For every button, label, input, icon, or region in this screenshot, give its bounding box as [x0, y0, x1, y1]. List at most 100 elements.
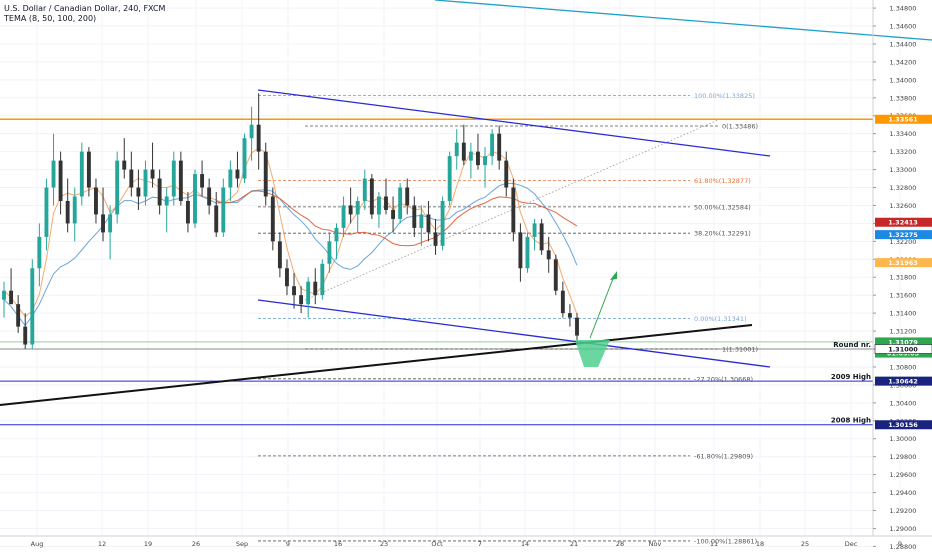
candle-body [193, 174, 197, 224]
time-tick-label: Oct [431, 540, 443, 548]
candle-body [412, 205, 417, 228]
candle-body [58, 160, 63, 201]
candle-body [79, 151, 84, 197]
candle-body [539, 223, 544, 251]
price-tag-label: 1.32413 [888, 219, 918, 227]
projection-arrow[interactable] [589, 275, 615, 339]
price-tag[interactable] [875, 258, 932, 268]
candle-body [575, 317, 579, 336]
candle-body [200, 174, 205, 188]
candle-body [235, 169, 240, 179]
symbol-title[interactable]: U.S. Dollar / Canadian Dollar, 240, FXCM [4, 4, 166, 13]
price-tag[interactable] [875, 337, 932, 347]
candle-body [263, 151, 268, 197]
candle-body [178, 160, 183, 201]
candle-body [228, 169, 233, 188]
time-tick-label: 11 [710, 540, 718, 548]
fibonacci-label: 38.20%(1.32291) [694, 230, 751, 238]
moving-average-line [3, 182, 578, 327]
channel-lower-line[interactable] [257, 299, 771, 368]
price-tag-label: 1.30642 [888, 378, 918, 386]
price-tag[interactable] [874, 344, 932, 354]
candle-body [398, 187, 403, 219]
candle-body [9, 290, 14, 305]
price-tick-label: 1.32800 [890, 184, 917, 192]
moving-average-line [216, 190, 578, 247]
candle-body [136, 187, 141, 197]
candle-body [476, 151, 480, 166]
candle-body [433, 232, 438, 246]
price-tick-label: 1.34200 [890, 58, 917, 66]
price-tag-label: 1.33561 [888, 116, 918, 124]
fibonacci-label: 1(1.31001) [722, 345, 758, 353]
moving-averages [3, 147, 578, 327]
candle-body [369, 178, 374, 215]
candle-body [2, 290, 6, 300]
time-tick-label: 18 [756, 540, 764, 548]
time-tick-label: 23 [380, 540, 388, 548]
price-tick-label: 1.34600 [890, 23, 917, 31]
time-tick-label: Aug [31, 540, 44, 548]
candle-body [122, 160, 127, 170]
candle-body [518, 232, 523, 269]
time-tick-label: 28 [616, 540, 624, 548]
uptrend-line[interactable] [0, 324, 753, 406]
long-term-trendline[interactable] [434, 0, 932, 41]
price-tick-label: 1.29000 [890, 525, 917, 533]
price-tick-label: 1.29600 [890, 471, 917, 479]
drawing-tools [0, 0, 932, 542]
price-tick-label: 1.30800 [890, 363, 917, 371]
price-tag-label: 1.31079 [888, 338, 918, 346]
fibonacci-label: 61.80%(1.32877) [694, 177, 751, 185]
candle-body [483, 156, 487, 166]
channel-upper-line[interactable] [257, 89, 771, 157]
price-tag[interactable] [875, 230, 932, 240]
candle-body [51, 160, 56, 188]
time-tick-label: 9 [286, 540, 290, 548]
candle-body [37, 236, 42, 269]
price-tick-label: 1.33400 [890, 130, 917, 138]
indicator-legend[interactable]: TEMA (8, 50, 100, 200) [4, 14, 97, 23]
candle-body [65, 200, 70, 224]
candle-body [164, 196, 169, 206]
time-tick-label: 7 [478, 540, 482, 548]
arrow-head-icon [610, 271, 617, 280]
candle-body [490, 133, 495, 157]
candle-body [270, 196, 275, 242]
candle-body [101, 214, 105, 233]
fibonacci-label: -100.00%(1.28861) [694, 537, 757, 545]
price-tick-label: 1.34000 [890, 76, 917, 84]
price-tag[interactable] [875, 217, 932, 227]
candle-body [207, 187, 212, 206]
candle-body [553, 259, 558, 291]
price-tick-label: 1.29200 [890, 507, 917, 515]
price-tag[interactable] [875, 376, 932, 386]
candle-body [391, 209, 396, 219]
price-tick-label: 1.32200 [890, 238, 917, 246]
time-tick-label: 26 [192, 540, 200, 548]
target-zone[interactable] [575, 340, 610, 367]
candle-body [256, 124, 261, 152]
price-tag[interactable] [875, 420, 932, 430]
price-tag-label: 1.31963 [888, 259, 918, 267]
fibonacci-label: 0(1.33486) [722, 122, 758, 130]
price-tag-label: 1.31000 [888, 346, 918, 354]
candle-body [405, 187, 410, 206]
price-tick-label: 1.28800 [890, 543, 917, 550]
candle-body [362, 178, 367, 201]
price-tick-label: 1.30000 [890, 435, 917, 443]
price-tick-label: 1.34800 [890, 5, 917, 13]
candle-body [277, 241, 282, 269]
candle-body [334, 227, 339, 242]
price-tick-label: 1.34400 [890, 40, 917, 48]
time-tick-label: 19 [144, 540, 152, 548]
candle-body [150, 169, 155, 179]
candle-body [30, 268, 35, 345]
candle-body [440, 200, 445, 246]
candle-body [384, 196, 388, 210]
candle-body [171, 160, 176, 197]
candle-body [313, 281, 318, 296]
price-tag[interactable] [875, 114, 932, 124]
